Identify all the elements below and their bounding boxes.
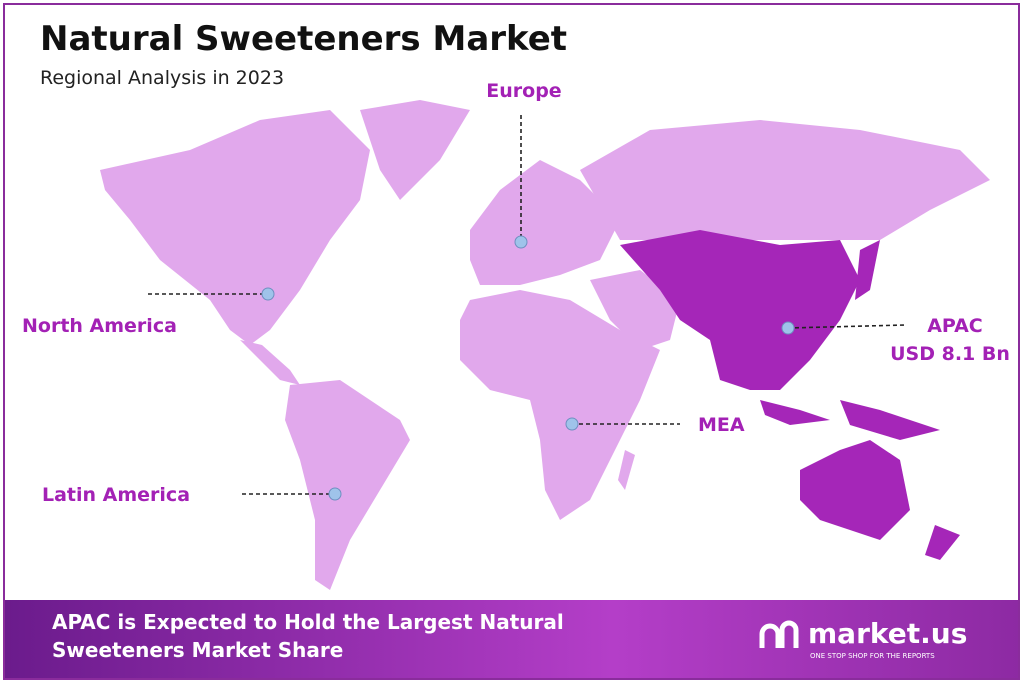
frame <box>3 3 1020 680</box>
world-map <box>100 100 990 590</box>
region-value: USD 8.1 Bn <box>890 343 1010 365</box>
footer-headline: APAC is Expected to Hold the Largest Nat… <box>52 610 564 662</box>
region-label: North America <box>22 315 177 337</box>
footer-box: APAC is Expected to Hold the Largest Nat… <box>52 610 564 662</box>
region-label: MEA <box>698 414 745 436</box>
subtitle: Regional Analysis in 2023 <box>40 67 284 89</box>
region-label: APAC <box>927 315 983 337</box>
region-label: Latin America <box>42 484 190 506</box>
logo: market.us ONE STOP SHOP FOR THE REPORTS <box>759 617 967 660</box>
tagline: ONE STOP SHOP FOR THE REPORTS <box>810 652 935 660</box>
footer-bar <box>5 600 1018 678</box>
title: Natural Sweeteners Market <box>40 19 567 59</box>
region-label: Europe <box>486 80 561 102</box>
callouts <box>148 115 906 501</box>
brand: market.us <box>808 617 967 650</box>
